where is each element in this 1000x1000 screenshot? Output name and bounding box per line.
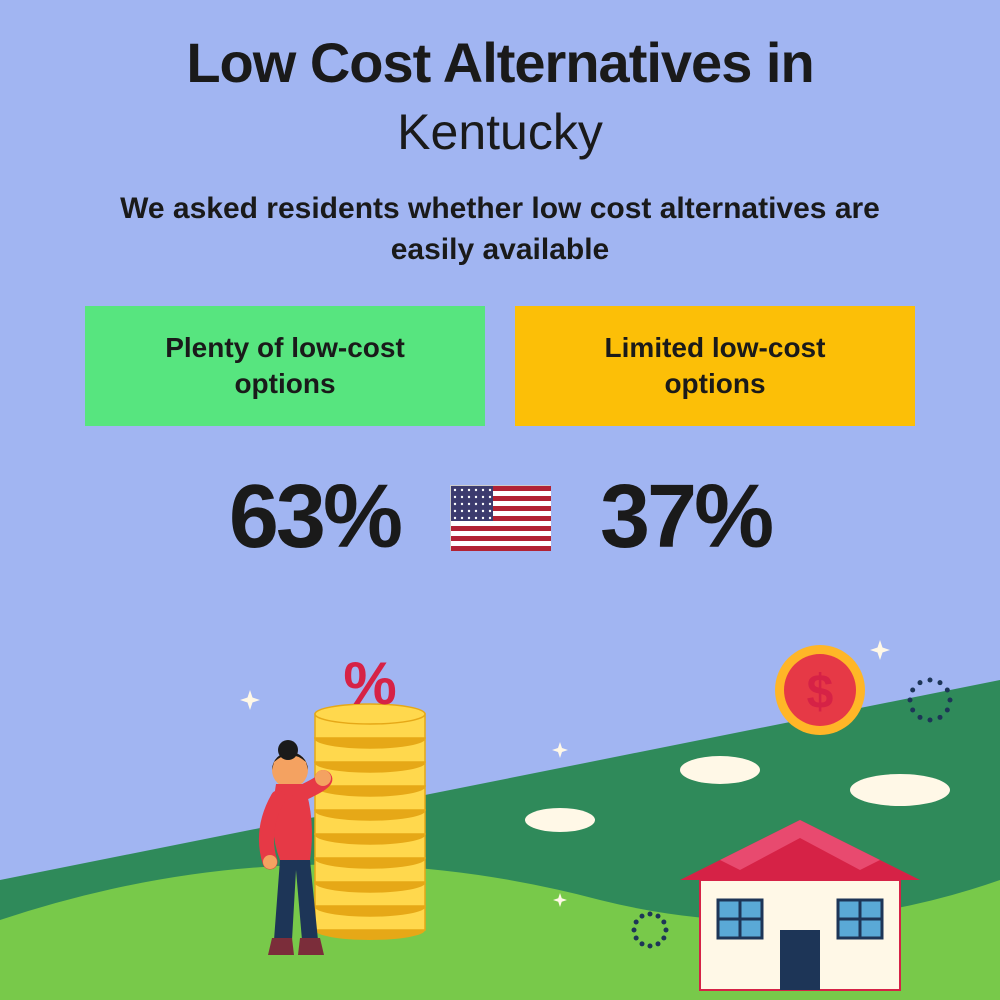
badge-plenty-label: Plenty of low-cost options — [125, 330, 445, 403]
subtitle-location: Kentucky — [0, 103, 1000, 161]
bottom-illustration: $% — [0, 620, 1000, 1000]
badge-plenty: Plenty of low-cost options — [85, 306, 485, 426]
description-text: We asked residents whether low cost alte… — [110, 189, 890, 270]
stats-row: 63% 37% — [0, 466, 1000, 569]
svg-text:$: $ — [807, 666, 834, 719]
us-flag-icon — [450, 485, 550, 550]
stat-left: 63% — [229, 466, 400, 569]
badge-limited-label: Limited low-cost options — [555, 330, 875, 403]
infographic-canvas: Low Cost Alternatives in Kentucky We ask… — [0, 0, 1000, 1000]
badge-limited: Limited low-cost options — [515, 306, 915, 426]
main-title: Low Cost Alternatives in — [0, 0, 1000, 95]
badge-row: Plenty of low-cost options Limited low-c… — [0, 306, 1000, 426]
svg-text:%: % — [343, 650, 396, 717]
stat-right: 37% — [600, 466, 771, 569]
